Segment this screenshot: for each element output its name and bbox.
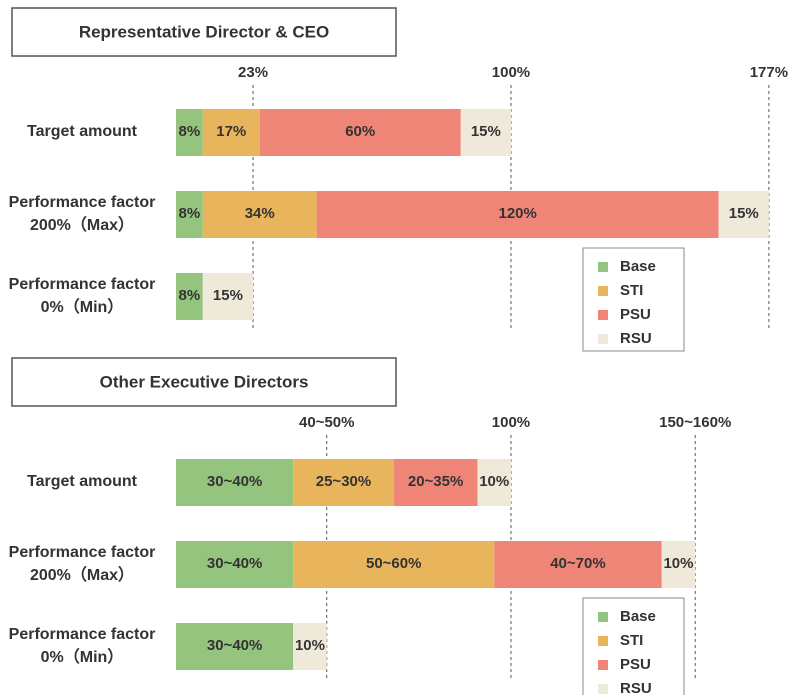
legend-label: RSU bbox=[620, 330, 652, 347]
category-label: Target amount bbox=[27, 473, 138, 490]
category-line: 0%（Min） bbox=[41, 648, 124, 666]
data-label: 34% bbox=[245, 205, 275, 222]
bar-segment bbox=[460, 109, 511, 156]
legend-label: Base bbox=[620, 258, 656, 275]
legend-swatch bbox=[598, 310, 608, 320]
bar-segment bbox=[176, 273, 203, 320]
legend-swatch bbox=[598, 636, 608, 646]
data-label: 40~70% bbox=[550, 555, 605, 572]
chart-title: Other Executive Directors bbox=[100, 372, 309, 391]
data-label: 8% bbox=[179, 205, 201, 222]
x-tick-label: 23% bbox=[238, 64, 268, 81]
bar-segment bbox=[202, 109, 260, 156]
bar-segment bbox=[176, 459, 294, 506]
bar-segment bbox=[293, 459, 394, 506]
legend-label: PSU bbox=[620, 306, 651, 323]
bar-segment bbox=[202, 191, 317, 238]
data-label: 15% bbox=[729, 205, 759, 222]
legend-label: RSU bbox=[620, 680, 652, 695]
bar-segment bbox=[176, 623, 294, 670]
x-tick-label: 100% bbox=[492, 64, 530, 81]
bar-segment bbox=[393, 459, 478, 506]
x-tick-label: 40~50% bbox=[299, 414, 354, 431]
category-label: Performance factor 200%（Max） bbox=[9, 544, 156, 584]
category-line: Performance factor bbox=[9, 276, 156, 293]
legend-swatch bbox=[598, 262, 608, 272]
bar-segment bbox=[176, 109, 203, 156]
data-label: 30~40% bbox=[207, 637, 262, 654]
data-label: 120% bbox=[498, 205, 536, 222]
data-label: 50~60% bbox=[366, 555, 421, 572]
bar-segment bbox=[494, 541, 662, 588]
data-label: 20~35% bbox=[408, 473, 463, 490]
legend-swatch bbox=[598, 334, 608, 344]
data-label: 30~40% bbox=[207, 555, 262, 572]
category-line: 200%（Max） bbox=[30, 566, 134, 584]
category-label: Performance factor 200%（Max） bbox=[9, 194, 156, 234]
bar-segment bbox=[202, 273, 254, 320]
data-label: 8% bbox=[179, 287, 201, 304]
bar-segment bbox=[259, 109, 461, 156]
data-label: 17% bbox=[216, 123, 246, 140]
category-label: Target amount bbox=[27, 123, 138, 140]
legend-swatch bbox=[598, 286, 608, 296]
category-line: Target amount bbox=[27, 473, 138, 490]
category-line: Performance factor bbox=[9, 194, 156, 211]
data-label: 25~30% bbox=[316, 473, 371, 490]
data-label: 10% bbox=[295, 637, 325, 654]
legend-label: STI bbox=[620, 632, 643, 649]
data-label: 30~40% bbox=[207, 473, 262, 490]
title-box bbox=[11, 357, 397, 407]
legend-swatch bbox=[598, 612, 608, 622]
data-label: 60% bbox=[345, 123, 375, 140]
category-label: Performance factor 0%（Min） bbox=[9, 626, 156, 666]
x-tick-label: 150~160% bbox=[659, 414, 731, 431]
bar-segment bbox=[176, 541, 294, 588]
bar-segment bbox=[718, 191, 769, 238]
x-tick-label: 177% bbox=[750, 64, 788, 81]
category-line: Performance factor bbox=[9, 626, 156, 643]
title-box bbox=[11, 7, 397, 57]
legend-swatch bbox=[598, 660, 608, 670]
legend-label: Base bbox=[620, 608, 656, 625]
data-label: 8% bbox=[179, 123, 201, 140]
chart-title: Representative Director & CEO bbox=[79, 22, 329, 41]
data-label: 10% bbox=[479, 473, 509, 490]
category-line: Performance factor bbox=[9, 544, 156, 561]
legend-label: STI bbox=[620, 282, 643, 299]
legend-label: PSU bbox=[620, 656, 651, 673]
category-line: Target amount bbox=[27, 123, 138, 140]
bar-segment bbox=[316, 191, 719, 238]
data-label: 15% bbox=[471, 123, 501, 140]
bar-segment bbox=[477, 459, 511, 506]
category-label: Performance factor 0%（Min） bbox=[9, 276, 156, 316]
category-line: 200%（Max） bbox=[30, 216, 134, 234]
category-line: 0%（Min） bbox=[41, 298, 124, 316]
bar-segment bbox=[176, 191, 203, 238]
bar-segment bbox=[293, 541, 495, 588]
legend-swatch bbox=[598, 684, 608, 694]
x-tick-label: 100% bbox=[492, 414, 530, 431]
data-label: 15% bbox=[213, 287, 243, 304]
data-label: 10% bbox=[663, 555, 693, 572]
bar-segment bbox=[661, 541, 696, 588]
bar-segment bbox=[293, 623, 327, 670]
